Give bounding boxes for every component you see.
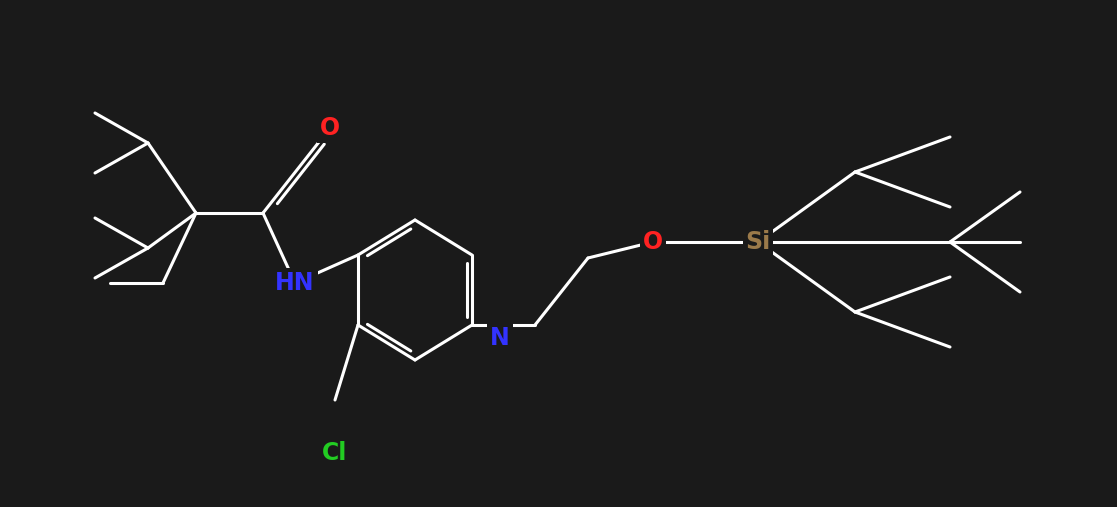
Text: Si: Si [745, 230, 771, 254]
Text: O: O [643, 230, 663, 254]
Text: Cl: Cl [323, 441, 347, 465]
Text: N: N [490, 326, 509, 350]
Text: HN: HN [275, 271, 315, 295]
Text: O: O [319, 116, 340, 140]
